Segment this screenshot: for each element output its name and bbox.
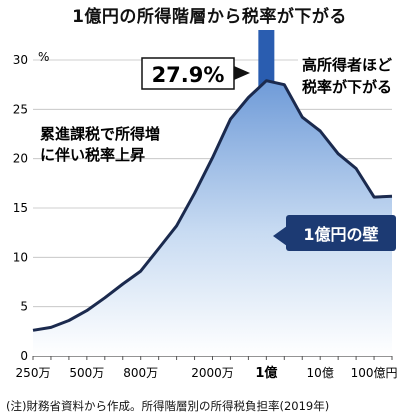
y-unit-label: % [38, 50, 49, 64]
y-tick-label: 20 [13, 152, 28, 166]
chart-title: 1億円の所得階層から税率が下がる [72, 7, 347, 27]
x-tick-label: 250万 [16, 366, 51, 380]
callout-box [286, 215, 396, 251]
callout-pointer [273, 226, 287, 246]
annotation-high-income-line1: 高所得者ほど [302, 56, 392, 74]
x-tick-label: 10億 [307, 366, 334, 380]
y-tick-label: 0 [20, 349, 28, 363]
x-tick-label: 1億 [255, 365, 277, 381]
x-tick-label: 2000万 [191, 366, 234, 380]
annotation-progressive-line2: に伴い税率上昇 [40, 146, 145, 164]
peak-pointer-arrow [234, 66, 250, 80]
annotation-bg [298, 52, 416, 98]
y-axis: 0 5 10 15 20 25 30 [13, 53, 28, 363]
callout-label: 1億円の壁 [303, 225, 378, 244]
source-note: (注)財務省資料から作成。所得階層別の所得税負担率(2019年) [6, 399, 330, 413]
area-fill [33, 80, 392, 356]
annotation-progressive-line1: 累進課税で所得増 [40, 125, 160, 143]
x-tick-label: 100億円 [351, 366, 398, 380]
x-axis: 250万 500万 800万 2000万 1億 10億 100億円 [16, 356, 398, 381]
y-tick-label: 30 [13, 53, 28, 67]
annotation-high-income-line2: 税率が下がる [302, 78, 392, 96]
x-tick-label: 500万 [69, 366, 104, 380]
peak-value-label: 27.9% [152, 63, 225, 87]
y-tick-label: 15 [13, 201, 28, 215]
peak-label-box [141, 57, 235, 90]
y-tick-label: 10 [13, 250, 28, 264]
y-tick-label: 25 [13, 102, 28, 116]
series-line [32, 79, 393, 332]
x-tick-label: 800万 [123, 366, 158, 380]
y-tick-label: 5 [20, 300, 28, 314]
